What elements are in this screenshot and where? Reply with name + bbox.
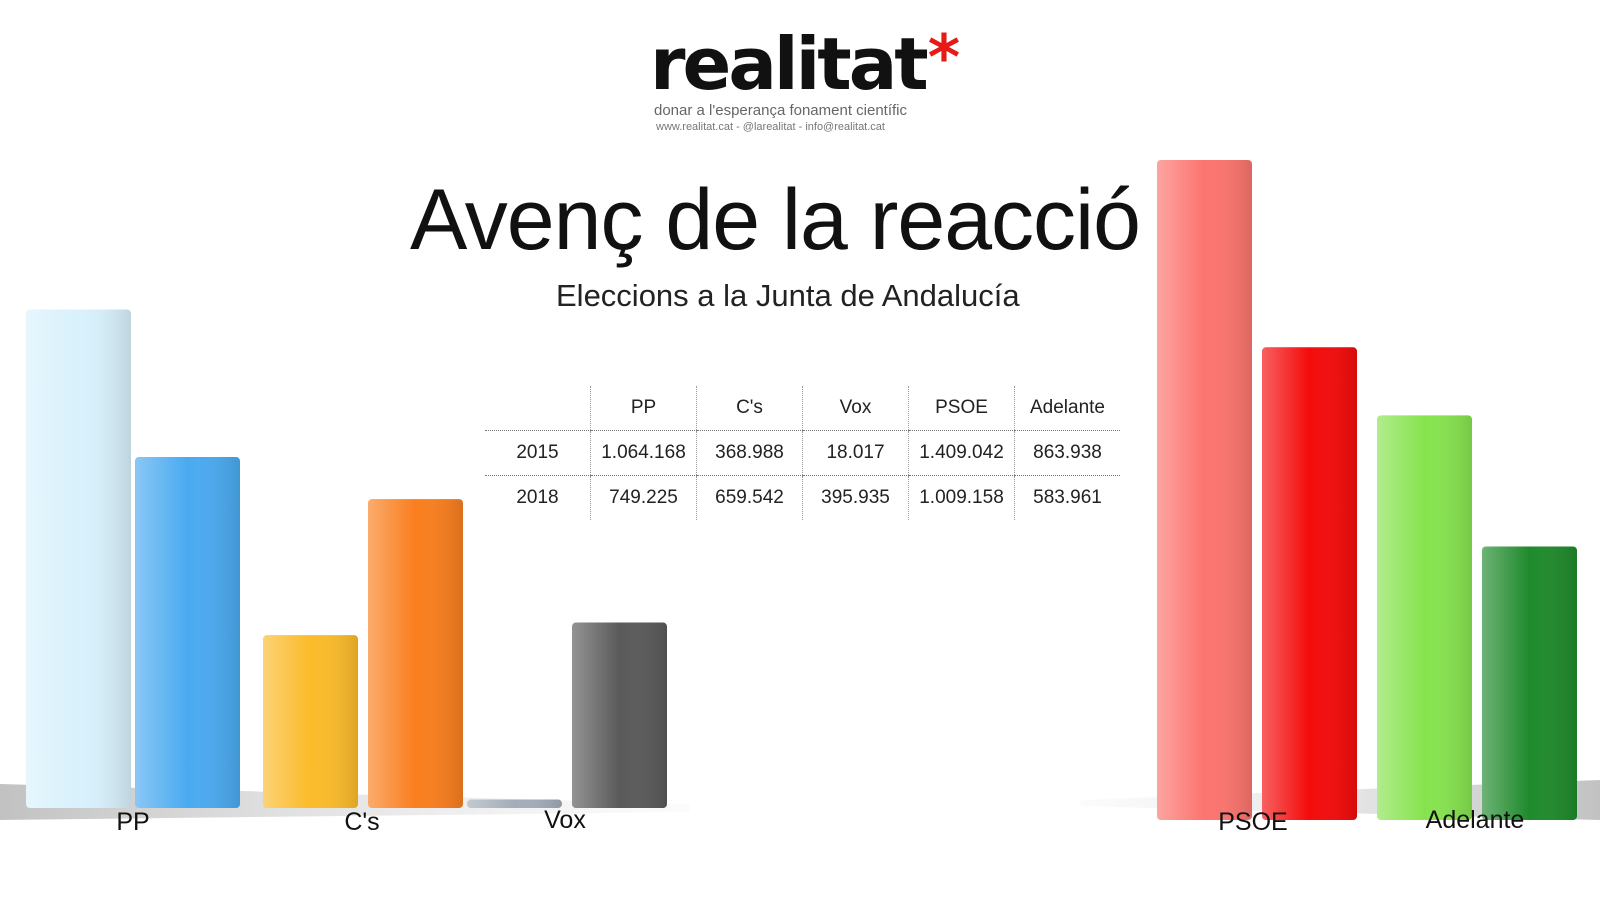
table-year-cell: 2018 (516, 487, 559, 508)
bar-sheen (368, 499, 463, 808)
table-header-cell: PP (590, 386, 697, 431)
table-cell: 863.938 (1014, 430, 1120, 476)
chart-title: Avenç de la reacció (410, 172, 1141, 268)
category-label-vox: Vox (544, 806, 586, 834)
bar-sheen (1377, 415, 1472, 820)
bar-sheen (1157, 160, 1252, 820)
category-label-psoe: PSOE (1218, 808, 1287, 836)
table-header-cell: PSOE (908, 386, 1015, 431)
table-year-cell: 2015 (485, 430, 591, 476)
logo-wordmark: realitat* (650, 21, 960, 106)
asterisk-icon: * (927, 21, 960, 94)
table-cell: 583.961 (1014, 475, 1120, 520)
bar-sheen (135, 457, 240, 808)
table-cell: 368.988 (696, 430, 803, 476)
category-label-cs: C's (344, 808, 379, 836)
bar-sheen (1262, 347, 1357, 820)
table-cell: 1.009.158 (908, 475, 1015, 520)
chart-subtitle: Eleccions a la Junta de Andalucía (556, 278, 1020, 313)
table-cell: 395.935 (802, 475, 909, 520)
table-header-row: PP C's Vox PSOE Adelante (485, 386, 1120, 431)
bar-sheen (467, 799, 562, 808)
logo-tagline: donar a l'esperança fonament científic (654, 102, 908, 119)
logo-contact: www.realitat.cat - @larealitat - info@re… (656, 121, 885, 133)
realitat-logo: realitat* donar a l'esperança fonament c… (650, 21, 960, 134)
table-cell: 659.542 (696, 475, 803, 520)
table-row: 2015 1.064.168 368.988 18.017 1.409.042 … (485, 430, 1120, 476)
category-label-adelante: Adelante (1426, 806, 1525, 834)
table-corner-cell (485, 386, 591, 431)
category-label-pp: PP (116, 808, 149, 836)
bar-sheen (572, 622, 667, 808)
table-row: 2018 749.225 659.542 395.935 1.009.158 5… (485, 475, 1120, 520)
table-header-cell: Vox (802, 386, 909, 431)
table-cell: 1.409.042 (908, 430, 1015, 476)
bar-sheen (263, 635, 358, 808)
table-cell: 749.225 (590, 475, 697, 520)
bar-sheen (26, 309, 131, 808)
table-header-cell: Adelante (1014, 386, 1120, 431)
results-table: PP C's Vox PSOE Adelante 2015 1.064.168 … (485, 386, 1120, 520)
table-cell: 18.017 (802, 430, 909, 476)
table-header-cell: C's (696, 386, 803, 431)
bar-sheen (1482, 546, 1577, 820)
table-cell: 1.064.168 (590, 430, 697, 476)
